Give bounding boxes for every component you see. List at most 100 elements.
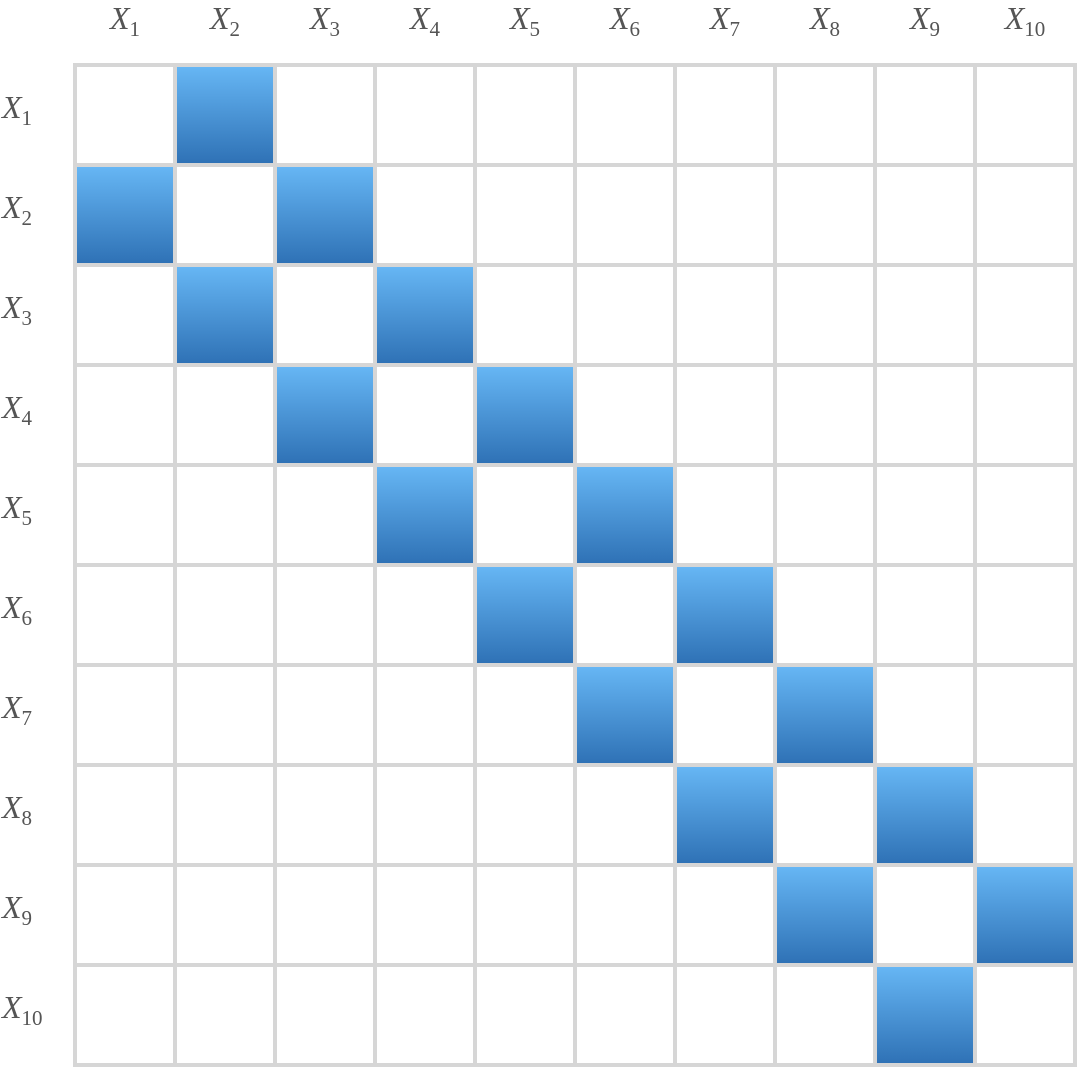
label-letter: X [0,289,23,325]
axis-label: X10 [1003,0,1046,40]
empty-cell [977,667,1073,763]
empty-cell [677,67,773,163]
empty-cell [477,267,573,363]
axis-label: X6 [0,589,32,629]
empty-cell [77,667,173,763]
empty-cell [477,767,573,863]
label-letter: X [0,189,23,225]
empty-cell [677,667,773,763]
empty-cell [177,567,273,663]
empty-cell [677,867,773,963]
empty-cell [577,767,673,863]
label-subscript: 2 [22,206,33,230]
empty-cell [477,467,573,563]
empty-cell [177,167,273,263]
empty-cell [277,67,373,163]
axis-label: X8 [0,789,32,829]
label-letter: X [508,0,531,36]
filled-cell [177,267,273,363]
label-letter: X [208,0,231,36]
empty-cell [477,967,573,1063]
empty-cell [77,767,173,863]
label-subscript: 8 [830,17,841,41]
empty-cell [977,267,1073,363]
empty-cell [277,867,373,963]
empty-cell [77,467,173,563]
empty-cell [877,567,973,663]
empty-cell [977,967,1073,1063]
axis-label: X7 [0,689,32,729]
label-letter: X [808,0,831,36]
empty-cell [777,367,873,463]
empty-cell [677,267,773,363]
label-subscript: 3 [22,306,33,330]
axis-label: X1 [108,0,140,40]
empty-cell [977,167,1073,263]
label-subscript: 2 [230,17,241,41]
empty-cell [877,467,973,563]
axis-label: X10 [0,989,43,1029]
axis-label: X9 [908,0,940,40]
label-subscript: 3 [330,17,341,41]
axis-label: X5 [508,0,540,40]
empty-cell [577,167,673,263]
empty-cell [977,467,1073,563]
empty-cell [777,467,873,563]
label-letter: X [0,989,23,1025]
empty-cell [177,867,273,963]
label-letter: X [0,889,23,925]
filled-cell [877,967,973,1063]
empty-cell [177,667,273,763]
filled-cell [677,767,773,863]
empty-cell [177,367,273,463]
empty-cell [577,867,673,963]
empty-cell [277,667,373,763]
empty-cell [277,267,373,363]
filled-cell [177,67,273,163]
filled-cell [577,667,673,763]
empty-cell [877,667,973,763]
empty-cell [577,567,673,663]
empty-cell [377,867,473,963]
axis-label: X2 [0,189,32,229]
label-letter: X [0,789,23,825]
empty-cell [377,967,473,1063]
empty-cell [277,467,373,563]
filled-cell [977,867,1073,963]
empty-cell [777,167,873,263]
empty-cell [77,367,173,463]
label-letter: X [908,0,931,36]
label-subscript: 10 [22,1006,43,1030]
axis-label: X8 [808,0,840,40]
filled-cell [877,767,973,863]
axis-label: X3 [0,289,32,329]
label-letter: X [308,0,331,36]
empty-cell [677,967,773,1063]
label-letter: X [608,0,631,36]
label-subscript: 9 [22,906,33,930]
empty-cell [577,967,673,1063]
filled-cell [277,167,373,263]
label-subscript: 7 [730,17,741,41]
axis-label: X6 [608,0,640,40]
empty-cell [777,567,873,663]
label-letter: X [108,0,131,36]
label-subscript: 5 [22,506,33,530]
filled-cell [577,467,673,563]
empty-cell [677,167,773,263]
empty-cell [77,867,173,963]
axis-label: X1 [0,89,32,129]
empty-cell [277,767,373,863]
empty-cell [377,667,473,763]
empty-cell [177,767,273,863]
label-subscript: 4 [22,406,33,430]
empty-cell [577,367,673,463]
axis-label: X4 [408,0,441,40]
filled-cell [77,167,173,263]
empty-cell [177,467,273,563]
axis-label: X5 [0,489,32,529]
empty-cell [977,767,1073,863]
label-letter: X [0,89,23,125]
label-subscript: 8 [22,806,33,830]
